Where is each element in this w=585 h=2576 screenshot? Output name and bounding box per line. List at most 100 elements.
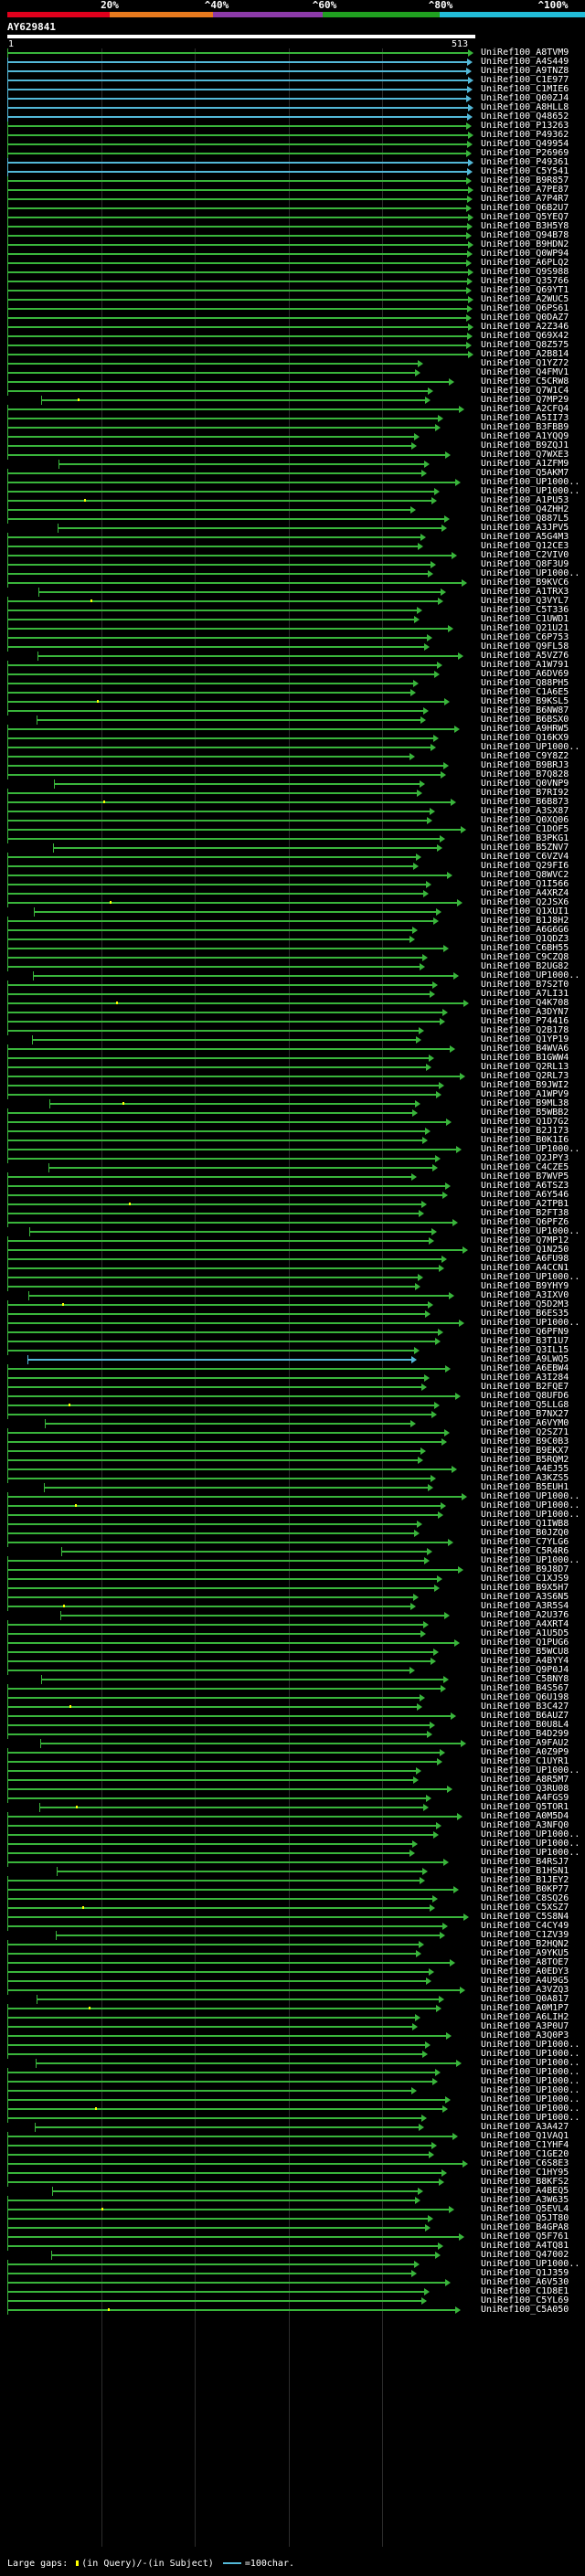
hit-label[interactable]: UniRef100_Q0A817 xyxy=(481,1994,569,2004)
hit-label[interactable]: UniRef100_Q4K708 xyxy=(481,998,569,1008)
hit-label[interactable]: UniRef100_A3VZQ3 xyxy=(481,1985,569,1995)
hit-row[interactable]: UniRef100_A7P4R7 xyxy=(7,195,585,204)
hit-label[interactable]: UniRef100_B7S2T0 xyxy=(481,980,569,990)
hit-label[interactable]: UniRef100_A9HRW5 xyxy=(481,724,569,734)
hit-row[interactable]: UniRef100_UP1000.. xyxy=(7,1492,585,1501)
hit-row[interactable]: UniRef100_A9HRW5 xyxy=(7,725,585,734)
hit-row[interactable]: UniRef100_A4BEQ5 xyxy=(7,2187,585,2196)
hit-label[interactable]: UniRef100_Q48652 xyxy=(481,111,569,122)
hit-row[interactable]: UniRef100_A3W635 xyxy=(7,2196,585,2205)
hit-row[interactable]: UniRef100_UP1000.. xyxy=(7,2086,585,2095)
hit-row[interactable]: UniRef100_A0M5D4 xyxy=(7,1812,585,1821)
hit-label[interactable]: UniRef100_A6V530 xyxy=(481,2277,569,2287)
hit-row[interactable]: UniRef100_Q2RL13 xyxy=(7,1063,585,1072)
hit-row[interactable]: UniRef100_UP1000.. xyxy=(7,1227,585,1236)
hit-label[interactable]: UniRef100_UP1000.. xyxy=(481,2040,580,2050)
hit-row[interactable]: UniRef100_Q2JPY3 xyxy=(7,1154,585,1163)
hit-row[interactable]: UniRef100_Q6B2U7 xyxy=(7,204,585,213)
hit-row[interactable]: UniRef100_C2VIV0 xyxy=(7,551,585,560)
hit-label[interactable]: UniRef100_B9JWI2 xyxy=(481,1080,569,1090)
hit-label[interactable]: UniRef100_C1MIE6 xyxy=(481,84,569,94)
hit-row[interactable]: UniRef100_A9FAU2 xyxy=(7,1739,585,1748)
hit-label[interactable]: UniRef100_A9LWQ5 xyxy=(481,1354,569,1364)
hit-row[interactable]: UniRef100_B0K1I6 xyxy=(7,1136,585,1145)
hit-label[interactable]: UniRef100_Q2B178 xyxy=(481,1025,569,1035)
hit-row[interactable]: UniRef100_A6VYM0 xyxy=(7,1419,585,1428)
hit-label[interactable]: UniRef100_Q6PFZ6 xyxy=(481,1217,569,1227)
hit-label[interactable]: UniRef100_UP1000.. xyxy=(481,1848,580,1858)
hit-label[interactable]: UniRef100_Q7MP29 xyxy=(481,395,569,405)
hit-label[interactable]: UniRef100_B9X5H7 xyxy=(481,1583,569,1593)
hit-row[interactable]: UniRef100_A1WPV9 xyxy=(7,1090,585,1099)
hit-row[interactable]: UniRef100_Q8WVC2 xyxy=(7,871,585,880)
hit-row[interactable]: UniRef100_Q0A817 xyxy=(7,1995,585,2004)
hit-label[interactable]: UniRef100_Q69X42 xyxy=(481,331,569,341)
hit-row[interactable]: UniRef100_A6TSZ3 xyxy=(7,1182,585,1191)
hit-label[interactable]: UniRef100_Q1QDZ3 xyxy=(481,934,569,944)
hit-row[interactable]: UniRef100_C5BNY8 xyxy=(7,1675,585,1684)
hit-label[interactable]: UniRef100_A2TPB1 xyxy=(481,1199,569,1209)
hit-label[interactable]: UniRef100_Q2RL13 xyxy=(481,1062,569,1072)
hit-label[interactable]: UniRef100_P26969 xyxy=(481,148,569,158)
hit-label[interactable]: UniRef100_Q0DAZ7 xyxy=(481,313,569,323)
hit-row[interactable]: UniRef100_B7NX27 xyxy=(7,1410,585,1419)
hit-row[interactable]: UniRef100_C5CRW8 xyxy=(7,377,585,387)
hit-row[interactable]: UniRef100_Q69X42 xyxy=(7,332,585,341)
hit-label[interactable]: UniRef100_A0Z9P9 xyxy=(481,1747,569,1757)
hit-row[interactable]: UniRef100_B4RSJ7 xyxy=(7,1858,585,1867)
hit-row[interactable]: UniRef100_Q21U21 xyxy=(7,624,585,633)
hit-row[interactable]: UniRef100_A8TOE7 xyxy=(7,1958,585,1967)
hit-row[interactable]: UniRef100_C6S8E3 xyxy=(7,2159,585,2168)
hit-label[interactable]: UniRef100_A3A427 xyxy=(481,2122,569,2132)
hit-row[interactable]: UniRef100_Q1VAQ1 xyxy=(7,2132,585,2141)
hit-row[interactable]: UniRef100_Q2RL73 xyxy=(7,1072,585,1081)
hit-row[interactable]: UniRef100_Q1YZ72 xyxy=(7,359,585,368)
hit-label[interactable]: UniRef100_A1TRX3 xyxy=(481,587,569,597)
hit-row[interactable]: UniRef100_A2B814 xyxy=(7,350,585,359)
hit-row[interactable]: UniRef100_B9X5H7 xyxy=(7,1584,585,1593)
hit-row[interactable]: UniRef100_B5RQM2 xyxy=(7,1456,585,1465)
hit-row[interactable]: UniRef100_Q69YT1 xyxy=(7,286,585,295)
hit-label[interactable]: UniRef100_B4RSJ7 xyxy=(481,1857,569,1867)
hit-label[interactable]: UniRef100_Q1XUI1 xyxy=(481,906,569,917)
hit-row[interactable]: UniRef100_Q1XUI1 xyxy=(7,907,585,917)
hit-row[interactable]: UniRef100_Q9S988 xyxy=(7,268,585,277)
hit-label[interactable]: UniRef100_A1WPV9 xyxy=(481,1089,569,1099)
hit-row[interactable]: UniRef100_C1ZV39 xyxy=(7,1931,585,1940)
hit-label[interactable]: UniRef100_Q887L5 xyxy=(481,514,569,524)
hit-row[interactable]: UniRef100_Q8F3U9 xyxy=(7,560,585,569)
hit-row[interactable]: UniRef100_B0KP77 xyxy=(7,1885,585,1894)
hit-row[interactable]: UniRef100_B1JEY2 xyxy=(7,1876,585,1885)
hit-label[interactable]: UniRef100_B3C427 xyxy=(481,1701,569,1712)
hit-label[interactable]: UniRef100_Q6PS61 xyxy=(481,303,569,313)
hit-label[interactable]: UniRef100_C5YL69 xyxy=(481,2295,569,2306)
hit-row[interactable]: UniRef100_Q0WP94 xyxy=(7,249,585,259)
hit-row[interactable]: UniRef100_Q5TOR1 xyxy=(7,1803,585,1812)
hit-label[interactable]: UniRef100_UP1000.. xyxy=(481,1144,580,1154)
hit-label[interactable]: UniRef100_A4XRT4 xyxy=(481,1619,569,1629)
hit-label[interactable]: UniRef100_B1JEY2 xyxy=(481,1875,569,1885)
hit-label[interactable]: UniRef100_B2J173 xyxy=(481,1126,569,1136)
hit-label[interactable]: UniRef100_UP1000.. xyxy=(481,1510,580,1520)
hit-label[interactable]: UniRef100_UP1000.. xyxy=(481,2058,580,2068)
hit-label[interactable]: UniRef100_A5G4M3 xyxy=(481,532,569,542)
hit-label[interactable]: UniRef100_A3R5S4 xyxy=(481,1601,569,1611)
hit-label[interactable]: UniRef100_B9EKX7 xyxy=(481,1446,569,1456)
hit-row[interactable]: UniRef100_UP1000.. xyxy=(7,2077,585,2086)
hit-label[interactable]: UniRef100_A0M5D4 xyxy=(481,1811,569,1821)
hit-label[interactable]: UniRef100_Q49954 xyxy=(481,139,569,149)
hit-label[interactable]: UniRef100_A2B814 xyxy=(481,349,569,359)
hit-label[interactable]: UniRef100_Q6B2U7 xyxy=(481,203,569,213)
hit-row[interactable]: UniRef100_Q12CE3 xyxy=(7,542,585,551)
hit-row[interactable]: UniRef100_C6P753 xyxy=(7,633,585,642)
hit-row[interactable]: UniRef100_Q1YP19 xyxy=(7,1035,585,1044)
hit-row[interactable]: UniRef100_C6BH55 xyxy=(7,944,585,953)
hit-label[interactable]: UniRef100_A7PE87 xyxy=(481,185,569,195)
hit-label[interactable]: UniRef100_B4WVA6 xyxy=(481,1044,569,1054)
hit-row[interactable]: UniRef100_B9ML38 xyxy=(7,1099,585,1108)
hit-row[interactable]: UniRef100_UP1000.. xyxy=(7,1839,585,1849)
hit-label[interactable]: UniRef100_C2VIV0 xyxy=(481,550,569,560)
hit-label[interactable]: UniRef100_UP1000.. xyxy=(481,568,580,578)
hit-label[interactable]: UniRef100_UP1000.. xyxy=(481,2076,580,2086)
hit-row[interactable]: UniRef100_Q5AKM7 xyxy=(7,469,585,478)
